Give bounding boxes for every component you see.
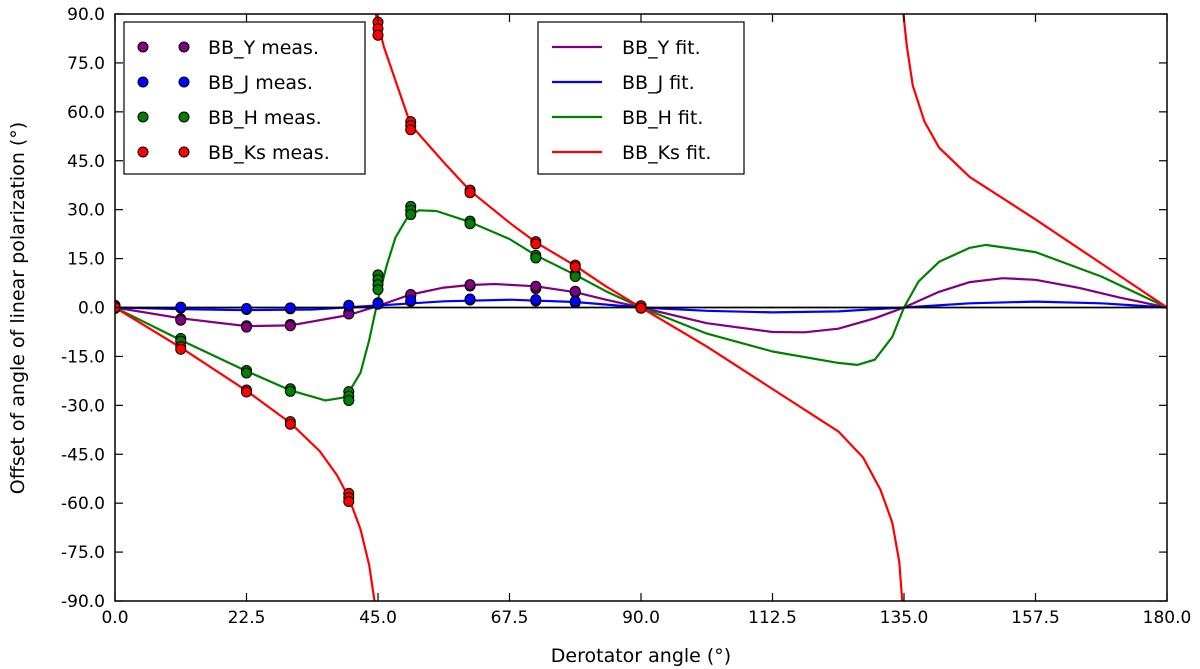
marker-bb-ks bbox=[284, 418, 296, 430]
y-tick-label: 30.0 bbox=[67, 201, 105, 221]
x-tick-label: 22.5 bbox=[228, 608, 266, 628]
x-tick-label: 157.5 bbox=[1011, 608, 1060, 628]
marker-bb-ks bbox=[635, 302, 647, 314]
legend-label: BB_H meas. bbox=[208, 107, 322, 129]
legend-label: BB_Y meas. bbox=[208, 37, 319, 59]
x-axis: 0.0 22.5 45.0 67.5 90.0 112.5 135.0 157.5 180.0 bbox=[101, 14, 1191, 628]
marker-bb-h bbox=[405, 209, 417, 221]
marker-bb-ks bbox=[405, 124, 417, 136]
legend-measured: BB_Y meas. BB_J meas. BB_H meas. BB_Ks meas… bbox=[123, 21, 366, 175]
fit-line-bb-ks bbox=[115, 14, 1167, 601]
marker-bb-j bbox=[284, 302, 296, 314]
marker-bb-ks bbox=[464, 187, 476, 199]
marker-bb-j bbox=[530, 294, 542, 306]
x-tick-label: 45.0 bbox=[359, 608, 397, 628]
y-tick-label: -30.0 bbox=[61, 396, 105, 416]
legend-marker-bb-j bbox=[178, 76, 190, 88]
marker-bb-ks bbox=[343, 496, 355, 508]
marker-bb-j bbox=[175, 301, 187, 313]
legend-marker-bb-y bbox=[137, 41, 149, 53]
marker-bb-j bbox=[343, 299, 355, 311]
legend-label: BB_J meas. bbox=[208, 72, 313, 94]
marker-bb-y bbox=[284, 320, 296, 332]
fit-line-bb-h bbox=[115, 209, 1167, 402]
x-tick-label: 180.0 bbox=[1143, 608, 1192, 628]
y-tick-label: -75.0 bbox=[61, 543, 105, 563]
legend-label: BB_Ks fit. bbox=[622, 142, 711, 164]
legend-label: BB_Y fit. bbox=[622, 37, 701, 59]
marker-bb-ks bbox=[569, 261, 581, 273]
y-tick-label: -15.0 bbox=[61, 347, 105, 367]
legend-label: BB_H fit. bbox=[622, 107, 703, 129]
marker-bb-h bbox=[343, 394, 355, 406]
x-axis-label: Derotator angle (°) bbox=[551, 645, 731, 667]
y-tick-label: 75.0 bbox=[67, 54, 105, 74]
y-tick-label: 15.0 bbox=[67, 250, 105, 270]
y-axis-label: Offset of angle of linear polarization (… bbox=[7, 122, 29, 494]
marker-bb-ks bbox=[175, 343, 187, 355]
legend-marker-bb-ks bbox=[137, 146, 149, 158]
legend-marker-bb-ks bbox=[178, 146, 190, 158]
marker-bb-h bbox=[530, 252, 542, 264]
marker-bb-h bbox=[372, 284, 384, 296]
marker-bb-y bbox=[175, 314, 187, 326]
y-tick-label: 90.0 bbox=[67, 5, 105, 25]
legend-label: BB_J fit. bbox=[622, 72, 695, 94]
marker-bb-h bbox=[241, 367, 252, 379]
marker-bb-y bbox=[569, 285, 581, 297]
y-tick-label: 45.0 bbox=[67, 152, 105, 172]
legend-measured-box bbox=[123, 21, 366, 175]
marker-bb-ks bbox=[372, 29, 384, 41]
marker-bb-j bbox=[372, 298, 384, 310]
y-tick-label: -90.0 bbox=[61, 592, 105, 612]
marker-bb-j bbox=[241, 302, 252, 314]
marker-bb-j bbox=[464, 293, 476, 305]
marker-bb-h bbox=[569, 271, 581, 283]
marker-bb-ks bbox=[241, 386, 252, 398]
x-tick-label: 90.0 bbox=[622, 608, 660, 628]
y-tick-label: 60.0 bbox=[67, 103, 105, 123]
x-tick-label: 67.5 bbox=[491, 608, 529, 628]
y-tick-label: -45.0 bbox=[61, 445, 105, 465]
legend-marker-bb-y bbox=[178, 41, 190, 53]
y-axis: 90.0 75.0 60.0 45.0 30.0 15.0 0.0 -15.0 -30.0 -45… bbox=[61, 5, 1167, 612]
legend-marker-bb-j bbox=[137, 76, 149, 88]
marker-bb-y bbox=[530, 280, 542, 292]
legend-label: BB_Ks meas. bbox=[208, 142, 330, 164]
marker-bb-j bbox=[569, 295, 581, 307]
legend-marker-bb-h bbox=[178, 111, 190, 123]
y-tick-label: -60.0 bbox=[61, 494, 105, 514]
marker-bb-ks bbox=[530, 238, 542, 250]
marker-bb-h bbox=[284, 385, 296, 397]
x-tick-label: 135.0 bbox=[880, 608, 929, 628]
measured-markers bbox=[115, 16, 647, 508]
x-tick-label: 0.0 bbox=[101, 608, 128, 628]
legend-marker-bb-h bbox=[137, 111, 149, 123]
legend-fit: BB_Y fit. BB_J fit. BB_H fit. BB_Ks fit. bbox=[537, 21, 745, 175]
x-tick-label: 112.5 bbox=[748, 608, 797, 628]
y-tick-label: 0.0 bbox=[78, 299, 105, 319]
marker-bb-y bbox=[241, 321, 252, 333]
marker-bb-y bbox=[464, 279, 476, 291]
marker-bb-h bbox=[464, 218, 476, 230]
marker-bb-j bbox=[405, 294, 417, 306]
